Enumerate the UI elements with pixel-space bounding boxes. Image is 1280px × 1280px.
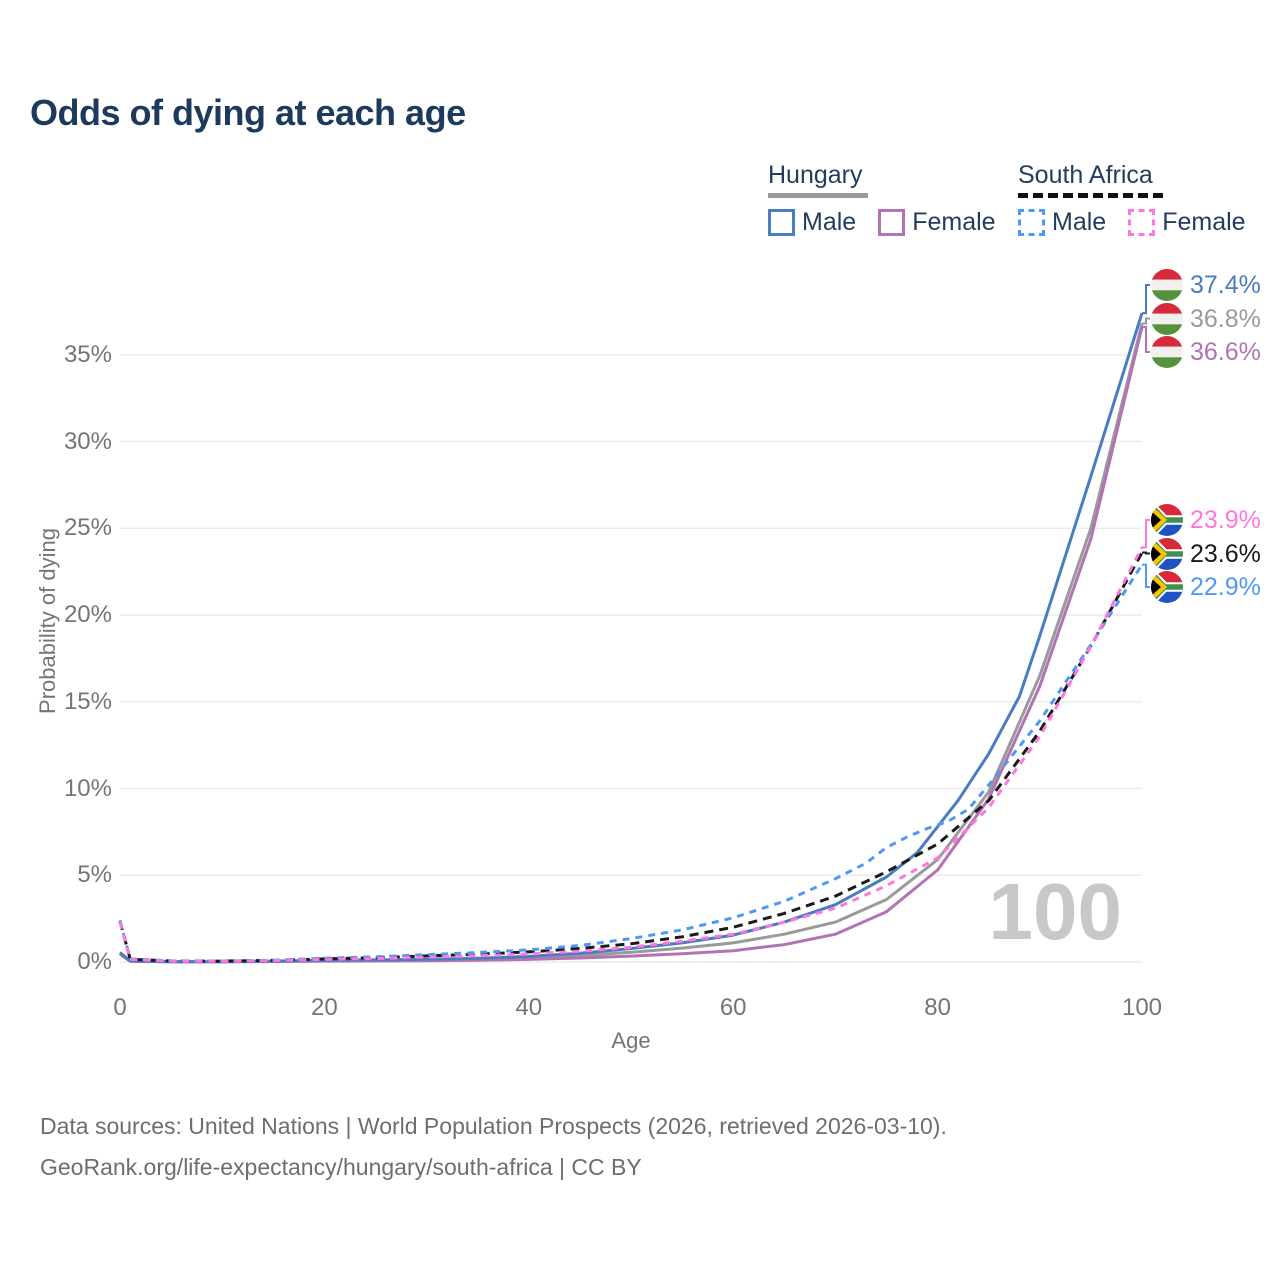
- end-label-hu-female: 36.6%: [1151, 335, 1261, 369]
- legend-item-southafrica-male[interactable]: Male: [1018, 208, 1106, 237]
- end-label-hu-male: 37.4%: [1151, 268, 1261, 302]
- y-axis-tick-20: 20%: [63, 601, 112, 628]
- end-label-connector-hu-both: [1142, 317, 1150, 325]
- end-label-value-za-female: 23.9%: [1190, 506, 1261, 534]
- x-axis-tick-0: 0: [113, 994, 127, 1021]
- hungary-flag-icon: [1151, 302, 1183, 335]
- legend-hungary-line-swatch: [768, 193, 868, 198]
- end-label-connector-za-male: [1142, 563, 1150, 588]
- south-africa-flag-icon: [1151, 571, 1183, 603]
- south-africa-flag-icon: [1151, 504, 1183, 536]
- legend-southafrica-line-swatch: [1018, 193, 1163, 198]
- legend-item-hungary-female[interactable]: Female: [878, 208, 996, 237]
- legend-item-southafrica-female[interactable]: Female: [1128, 208, 1246, 237]
- legend-swatch-icon: [1018, 209, 1045, 236]
- hungary-flag-icon: [1151, 269, 1183, 301]
- y-axis-tick-15: 15%: [63, 687, 112, 715]
- series-line-hu-male[interactable]: [119, 312, 1144, 964]
- end-label-value-hu-male: 37.4%: [1190, 271, 1261, 299]
- footer: Data sources: United Nations | World Pop…: [40, 1106, 947, 1188]
- series-line-hu-both[interactable]: [119, 323, 1144, 964]
- hungary-flag-icon: [1151, 336, 1183, 368]
- legend-item-label: Male: [1052, 208, 1107, 236]
- legend-swatch-icon: [878, 209, 906, 236]
- y-axis-tick-0: 0%: [77, 948, 112, 975]
- y-axis-tick-5: 5%: [77, 861, 112, 889]
- legend-item-label: Male: [802, 208, 857, 236]
- legend-items-southafrica: Male Female: [1018, 208, 1246, 237]
- footer-attribution-link: GeoRank.org/life-expectancy/hungary/sout…: [40, 1154, 642, 1180]
- y-axis-tick-10: 10%: [63, 774, 112, 802]
- legend-group-southafrica: South Africa Male Female: [1018, 160, 1246, 237]
- x-axis-tick-60: 60: [719, 994, 747, 1021]
- end-label-connector-za-both: [1142, 551, 1150, 555]
- legend-item-label: Female: [912, 208, 996, 236]
- y-axis-tick-35: 35%: [63, 340, 112, 368]
- x-axis-tick-40: 40: [515, 994, 543, 1021]
- legend-group-title-hungary: Hungary: [768, 161, 863, 189]
- x-axis-tick-80: 80: [924, 994, 951, 1021]
- y-axis-tick-25: 25%: [63, 514, 112, 542]
- x-axis-title: Age: [611, 1028, 651, 1053]
- series-line-za-male[interactable]: [118, 563, 1144, 963]
- end-label-value-za-male: 22.9%: [1190, 573, 1261, 601]
- south-africa-flag-icon: [1151, 537, 1183, 570]
- y-axis-title: Probability of dying: [35, 528, 60, 714]
- legend-group-hungary: Hungary Male Female: [768, 160, 996, 237]
- legend-swatch-icon: [1128, 209, 1156, 236]
- legend-item-label: Female: [1162, 208, 1246, 236]
- end-label-za-male: 22.9%: [1151, 570, 1261, 604]
- end-label-value-za-both: 23.6%: [1190, 539, 1261, 568]
- legend-group-title-southafrica: South Africa: [1018, 161, 1153, 189]
- y-axis-tick-30: 30%: [63, 427, 112, 455]
- end-label-za-female: 23.9%: [1151, 503, 1261, 537]
- end-label-value-hu-female: 36.6%: [1190, 338, 1261, 366]
- end-label-connector-hu-male: [1142, 284, 1150, 315]
- end-label-za-both: 23.6%: [1151, 537, 1261, 571]
- x-axis-tick-100: 100: [1121, 994, 1163, 1021]
- series-line-za-female[interactable]: [118, 546, 1144, 963]
- end-label-connector-za-female: [1142, 519, 1150, 549]
- hover-age-watermark: 100: [988, 867, 1122, 956]
- end-label-value-hu-both: 36.8%: [1190, 304, 1261, 333]
- footer-data-sources: Data sources: United Nations | World Pop…: [40, 1113, 947, 1139]
- legend-item-hungary-male[interactable]: Male: [768, 208, 856, 237]
- x-axis-tick-20: 20: [311, 994, 338, 1021]
- chart-title: Odds of dying at each age: [30, 92, 466, 133]
- legend-swatch-icon: [768, 209, 795, 236]
- end-label-hu-both: 36.8%: [1151, 302, 1261, 336]
- end-label-connector-hu-female: [1142, 326, 1150, 353]
- legend-items-hungary: Male Female: [768, 208, 996, 237]
